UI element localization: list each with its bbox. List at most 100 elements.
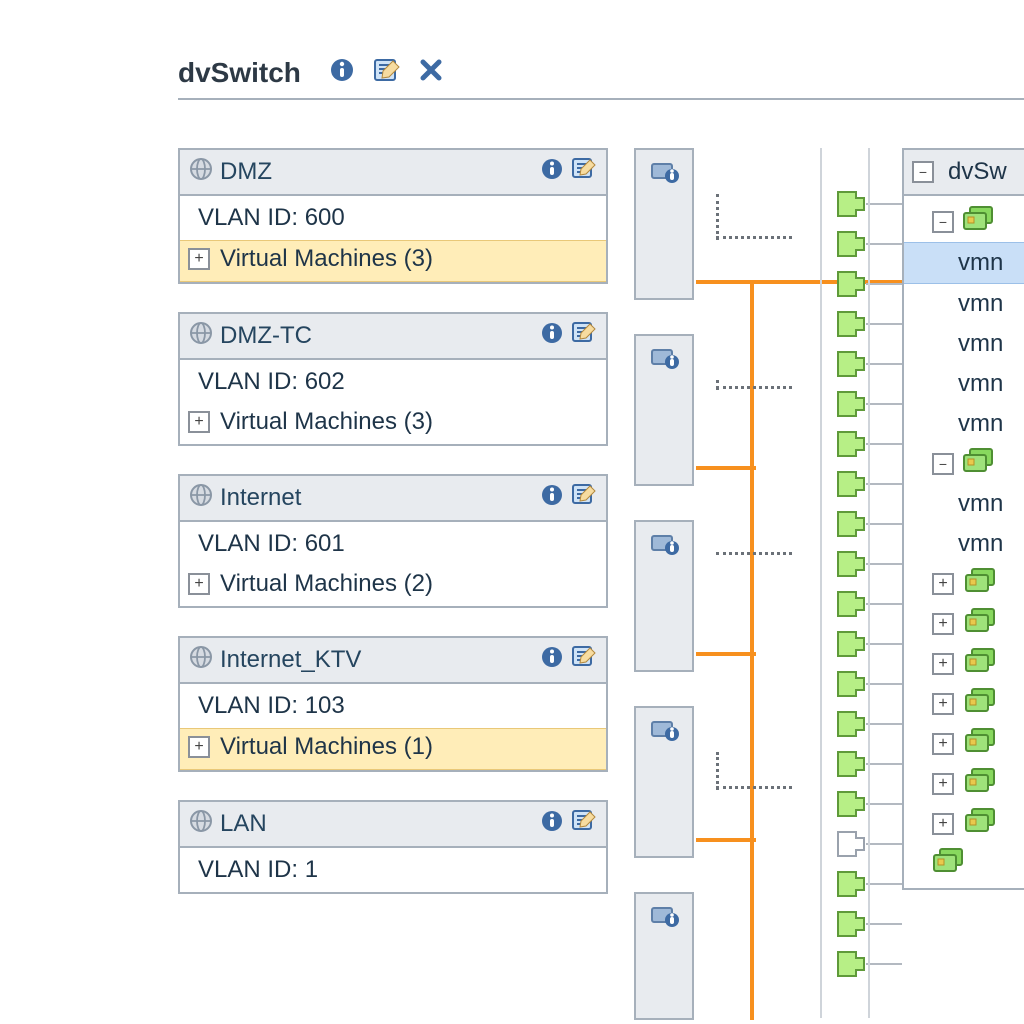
nic-icon	[964, 767, 998, 802]
vm-expander-row[interactable]: + Virtual Machines (2)	[180, 566, 606, 606]
expand-icon[interactable]: +	[188, 248, 210, 270]
nic-icon	[964, 567, 998, 602]
expand-icon[interactable]: +	[188, 736, 210, 758]
portgroup-box: LAN VLAN ID: 1	[178, 800, 608, 894]
nic-icon	[964, 807, 998, 842]
uplink-tree-panel: − dvSw − vmn vmn vmn vmn vmn − vmn vmn + + + + + + +	[902, 148, 1024, 890]
tree-row[interactable]: vmn	[904, 484, 1024, 524]
uplink-mini-icon	[649, 714, 679, 751]
expand-icon[interactable]: +	[188, 573, 210, 595]
tree-item-label: vmn	[952, 330, 1003, 358]
tree-row[interactable]: +	[904, 604, 1024, 644]
expand-icon[interactable]: +	[188, 411, 210, 433]
tree-row[interactable]: +	[904, 564, 1024, 604]
portgroup-column: DMZVLAN ID: 600+Virtual Machines (3)DMZ-…	[178, 148, 608, 922]
tree-item-label: vmn	[952, 370, 1003, 398]
portgroup-network-icon	[188, 482, 214, 515]
portgroup-network-icon	[188, 808, 214, 841]
tree-header: − dvSw	[904, 150, 1024, 196]
tree-row[interactable]: vmn	[904, 364, 1024, 404]
expand-icon[interactable]: +	[932, 733, 954, 755]
portgroup-name: DMZ	[214, 158, 540, 186]
vm-expander-row[interactable]: +Virtual Machines (3)	[180, 240, 606, 282]
tree-item-label: vmn	[952, 530, 1003, 558]
vm-expander-row[interactable]: +Virtual Machines (3)	[180, 404, 606, 444]
expand-icon[interactable]: +	[932, 613, 954, 635]
nic-icon	[964, 687, 998, 722]
expand-icon[interactable]: +	[932, 773, 954, 795]
tree-row[interactable]: −	[904, 202, 1024, 242]
collapse-icon[interactable]: −	[912, 161, 934, 183]
tree-row[interactable]	[904, 844, 1024, 884]
switch-title: dvSwitch	[178, 57, 301, 89]
portgroup-box: InternetVLAN ID: 601+Virtual Machines (2…	[178, 474, 608, 608]
tree-row[interactable]: +	[904, 684, 1024, 724]
vlan-row: VLAN ID: 1	[180, 848, 606, 892]
nic-icon	[932, 847, 966, 882]
tree-row[interactable]: +	[904, 644, 1024, 684]
expand-icon[interactable]: +	[932, 653, 954, 675]
uplink-mini-box[interactable]	[634, 334, 694, 486]
tree-item-label: vmn	[952, 290, 1003, 318]
tree-row[interactable]: +	[904, 764, 1024, 804]
tree-row[interactable]: +	[904, 724, 1024, 764]
edit-icon[interactable]	[572, 321, 598, 352]
nic-icon	[962, 205, 996, 240]
info-icon[interactable]	[540, 645, 564, 676]
portgroup-network-icon	[188, 156, 214, 189]
edit-icon[interactable]	[572, 157, 598, 188]
info-icon[interactable]	[329, 57, 355, 90]
info-icon[interactable]	[540, 321, 564, 352]
tree-row[interactable]: vmn	[904, 242, 1024, 284]
edit-icon[interactable]	[572, 483, 598, 514]
edit-icon[interactable]	[373, 57, 401, 90]
uplink-mini-box[interactable]	[634, 892, 694, 1020]
expand-icon[interactable]: +	[932, 693, 954, 715]
portgroup-box: Internet_KTVVLAN ID: 103 + Virtual Machine…	[178, 636, 608, 772]
portgroup-header[interactable]: DMZ-TC	[180, 314, 606, 360]
info-icon[interactable]	[540, 483, 564, 514]
tree-row[interactable]: vmn	[904, 324, 1024, 364]
vlan-row: VLAN ID: 602	[180, 360, 606, 404]
uplink-mini-icon	[649, 342, 679, 379]
uplink-mini-box[interactable]	[634, 520, 694, 672]
uplink-mini-icon	[649, 900, 679, 937]
vlan-row: VLAN ID: 600	[180, 196, 606, 240]
vm-count-label: Virtual Machines (1)	[220, 733, 433, 761]
portgroup-box: DMZ VLAN ID: 600+Virtual Machines (3)	[178, 148, 608, 284]
collapse-icon[interactable]: −	[932, 211, 954, 233]
edit-icon[interactable]	[572, 645, 598, 676]
collapse-icon[interactable]: −	[932, 453, 954, 475]
vm-count-label: Virtual Machines (2)	[220, 570, 433, 598]
portgroup-header[interactable]: Internet_KTV	[180, 638, 606, 684]
switch-header: dvSwitch	[178, 48, 1024, 100]
vm-expander-row[interactable]: + Virtual Machines (1)	[180, 728, 606, 770]
info-icon[interactable]	[540, 157, 564, 188]
tree-row[interactable]: +	[904, 804, 1024, 844]
info-icon[interactable]	[540, 809, 564, 840]
tree-row[interactable]: vmn	[904, 524, 1024, 564]
tree-row[interactable]: vmn	[904, 284, 1024, 324]
expand-icon[interactable]: +	[932, 813, 954, 835]
portgroup-header[interactable]: DMZ	[180, 150, 606, 196]
portgroup-name: DMZ-TC	[214, 322, 540, 350]
uplink-mini-box[interactable]	[634, 706, 694, 858]
tree-row[interactable]: vmn	[904, 404, 1024, 444]
tree-root-label: dvSw	[942, 158, 1007, 186]
uplink-mini-icon	[649, 528, 679, 565]
expand-icon[interactable]: +	[932, 573, 954, 595]
nic-icon	[964, 727, 998, 762]
uplink-mini-box[interactable]	[634, 148, 694, 300]
edit-icon[interactable]	[572, 809, 598, 840]
tree-row[interactable]: −	[904, 444, 1024, 484]
uplink-mini-icon	[649, 156, 679, 193]
close-icon[interactable]	[419, 58, 443, 89]
portgroup-name: LAN	[214, 810, 540, 838]
portgroup-header[interactable]: LAN	[180, 802, 606, 848]
vlan-row: VLAN ID: 103	[180, 684, 606, 728]
portgroup-network-icon	[188, 320, 214, 353]
tree-item-label: vmn	[952, 410, 1003, 438]
tree-body: − vmn vmn vmn vmn vmn − vmn vmn + + + + + + +	[904, 196, 1024, 890]
separator-strip	[820, 148, 870, 1018]
portgroup-header[interactable]: Internet	[180, 476, 606, 522]
